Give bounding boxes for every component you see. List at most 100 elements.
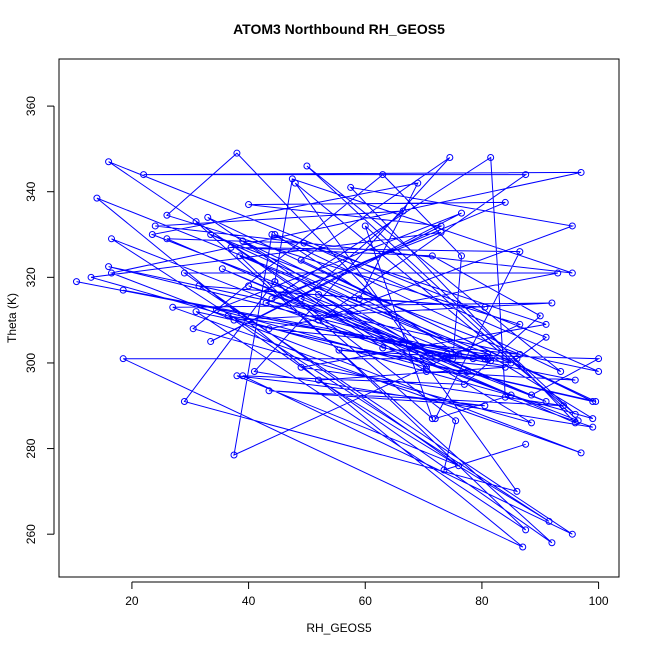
data-point [87, 273, 95, 281]
x-tick-label: 20 [125, 594, 139, 608]
data-point [458, 252, 465, 260]
y-tick-label: 280 [24, 438, 38, 458]
x-axis-label: RH_GEOS5 [306, 621, 372, 635]
data-point [554, 269, 562, 277]
data-point [592, 397, 600, 405]
data-point [262, 299, 270, 307]
data-point [239, 237, 247, 245]
data-point [271, 231, 279, 239]
data-point [513, 487, 521, 495]
y-axis-label: Theta (K) [5, 293, 19, 343]
data-point [218, 265, 226, 273]
data-point [151, 222, 159, 230]
data-point [140, 171, 148, 179]
x-tick-label: 60 [359, 594, 373, 608]
data-point [192, 308, 200, 316]
data-point [230, 451, 238, 459]
data-point [213, 305, 220, 313]
data-point [355, 295, 363, 303]
data-point [108, 269, 115, 277]
data-point [589, 397, 597, 405]
data-point [180, 397, 188, 405]
data-point [571, 376, 579, 384]
y-tick-label: 340 [24, 181, 38, 201]
data-point [548, 299, 556, 307]
data-point [192, 218, 200, 226]
data-point [589, 415, 597, 423]
data-point [516, 248, 524, 256]
data-point [568, 530, 576, 538]
data-point [428, 415, 436, 423]
data-point [288, 175, 296, 183]
plot-area-frame [58, 58, 620, 578]
data-point [423, 368, 430, 376]
data-point [595, 368, 603, 376]
data-point [595, 355, 603, 363]
data-point [428, 252, 436, 260]
y-axis: 260 280 300 320 340 360 [24, 96, 55, 544]
data-point [437, 222, 445, 230]
data-point [105, 158, 113, 166]
data-point [169, 303, 177, 311]
data-point [501, 393, 509, 401]
data-point [189, 325, 197, 333]
data-point [379, 171, 387, 179]
data-point [463, 368, 471, 376]
data-point [297, 363, 305, 371]
data-point [528, 419, 535, 427]
x-tick-label: 40 [242, 594, 256, 608]
data-point [577, 168, 585, 176]
data-point [207, 338, 215, 346]
data-point [195, 282, 203, 290]
data-point [148, 231, 156, 239]
chart-title: ATOM3 Northbound RH_GEOS5 [233, 21, 445, 37]
data-point [119, 286, 127, 294]
data-point [568, 269, 576, 277]
data-point [297, 256, 305, 264]
data-point [265, 325, 273, 333]
data-point [271, 278, 279, 286]
data-point [481, 355, 489, 363]
data-point [449, 355, 457, 363]
data-point [501, 363, 509, 371]
x-tick-label: 100 [589, 594, 609, 608]
data-point [522, 440, 530, 448]
data-point [93, 194, 101, 202]
data-point [455, 462, 463, 470]
data-point [224, 312, 232, 320]
data-point [458, 209, 465, 217]
data-point [265, 387, 273, 395]
data-point [230, 316, 238, 324]
data-point [315, 376, 323, 384]
data-point [303, 162, 311, 170]
data-point [507, 359, 515, 367]
data-point [431, 415, 439, 423]
data-point [268, 295, 276, 303]
data-point [105, 263, 113, 271]
data-point [542, 397, 550, 405]
data-point [574, 417, 582, 425]
data-point [379, 344, 387, 352]
data-point [481, 402, 489, 410]
data-point [542, 333, 550, 341]
data-point [347, 183, 355, 191]
data-point [315, 316, 323, 324]
data-point [501, 198, 509, 206]
y-tick-label: 360 [24, 96, 38, 116]
data-point [268, 231, 276, 239]
y-tick-label: 300 [24, 353, 38, 373]
data-point [542, 320, 550, 328]
data-point [571, 410, 579, 418]
data-point [300, 239, 308, 247]
data-point [236, 252, 244, 260]
data-point [180, 269, 188, 277]
data-point [528, 391, 535, 399]
data-point [440, 466, 448, 474]
data-point [245, 201, 253, 209]
data-point [560, 402, 568, 410]
data-point [119, 355, 127, 363]
data-point [455, 350, 463, 358]
data-point [519, 543, 527, 551]
data-point [545, 517, 553, 525]
